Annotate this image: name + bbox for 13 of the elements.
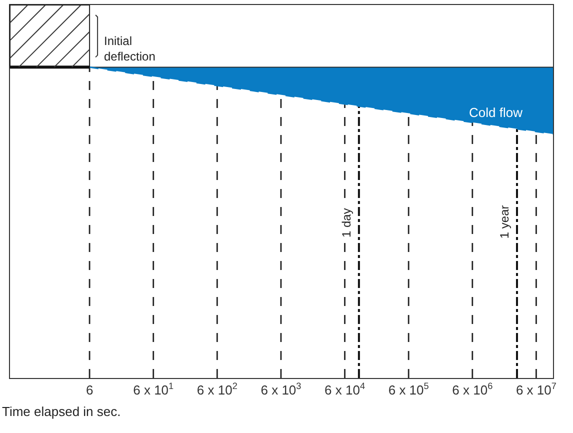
x-tick-label: 6 x 10$^{1}$ — [133, 381, 174, 398]
x-tick-label: 6 x 10$^{3}$ — [260, 381, 302, 398]
x-tick-label: 6 x 10$^{6}$ — [452, 381, 493, 398]
x-tick-label: 6 x 10$^{5}$ — [388, 381, 429, 398]
text: Initial deflection — [104, 34, 156, 64]
x-axis-title: Time elapsed in sec. — [2, 404, 121, 419]
x-tick-label: 6 x 10$^{2}$ — [196, 381, 238, 398]
series-label: Cold flow — [469, 105, 524, 120]
x-tick-label: 6 — [86, 382, 94, 398]
ref-line-label: 1 day — [339, 208, 354, 238]
ref-line-label: 1 year — [497, 205, 512, 239]
x-tick-label: 6 x 10$^{7}$ — [516, 381, 556, 398]
x-tick-label: 6 x 10$^{4}$ — [324, 381, 366, 398]
